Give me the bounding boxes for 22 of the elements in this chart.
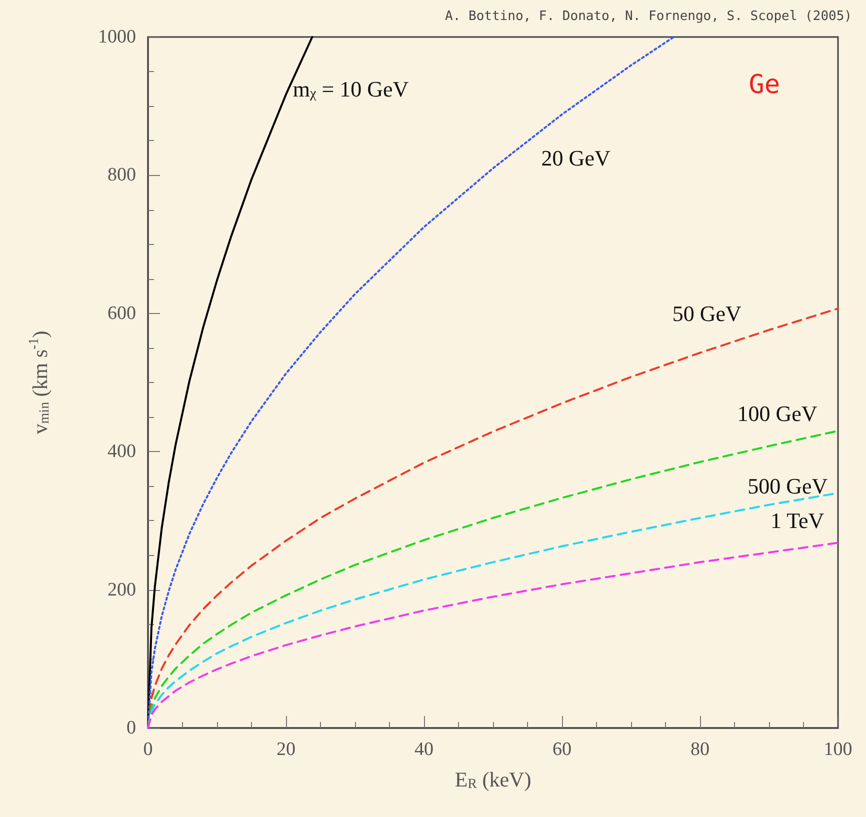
y-tick-label: 200: [108, 579, 136, 600]
x-tick-label: 80: [690, 739, 710, 760]
x-tick-label: 20: [276, 739, 296, 760]
y-tick-label: 600: [108, 302, 136, 324]
x-tick-label: 0: [143, 739, 153, 760]
x-tick-label: 100: [824, 739, 852, 760]
y-tick-label: 0: [126, 718, 136, 738]
text: A. Bottino, F. Donato, N. Fornengo, S. Scopel (2005): [445, 9, 852, 24]
x-axis-title: ER (keV): [454, 768, 532, 792]
series-label: 500 GeV: [748, 474, 828, 499]
series-label: 1 TeV: [770, 508, 824, 534]
series-label: 20 GeV: [541, 145, 610, 170]
annotation: Ge: [748, 70, 780, 100]
y-axis-title: vmin (km s-1): [26, 330, 52, 434]
x-tick-label: 40: [414, 739, 434, 760]
x-tick-label: 60: [552, 739, 572, 760]
series-label: 50 GeV: [672, 300, 742, 326]
y-tick-label: 400: [108, 441, 136, 462]
y-tick-label: 800: [108, 164, 136, 186]
y-tick-label: 1000: [98, 26, 136, 48]
series-label: mχ = 10 GeV: [292, 76, 409, 102]
series-label: 100 GeV: [737, 401, 818, 426]
